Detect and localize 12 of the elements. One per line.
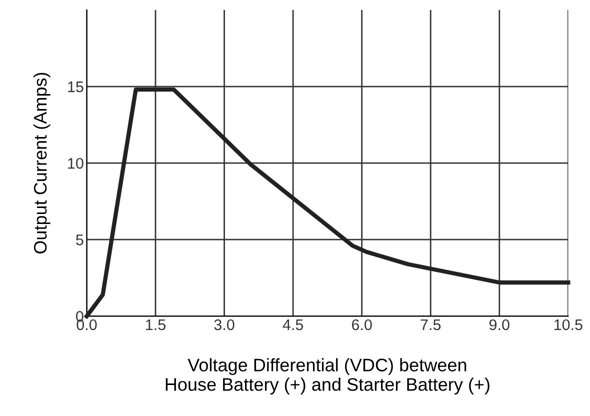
x-axis-title: Voltage Differential (VDC) between House Battery (+) and Starter Battery (+)	[166, 358, 490, 394]
x-tick-label: 1.5	[146, 320, 166, 330]
y-axis-title: Output Current (Amps)	[33, 72, 50, 254]
y-tick-label: 15	[68, 82, 84, 92]
x-tick-label: 10.5	[554, 319, 582, 330]
x-tick-label: 6.0	[352, 319, 372, 330]
x-tick-label: 7.5	[420, 320, 441, 330]
x-tick-label: 9.0	[489, 319, 510, 330]
y-tick-label: 10	[68, 158, 84, 169]
x-tick-label: 4.5	[282, 320, 304, 330]
y-tick-label: 5	[76, 234, 84, 246]
x-tick-label: 3.0	[214, 319, 234, 330]
